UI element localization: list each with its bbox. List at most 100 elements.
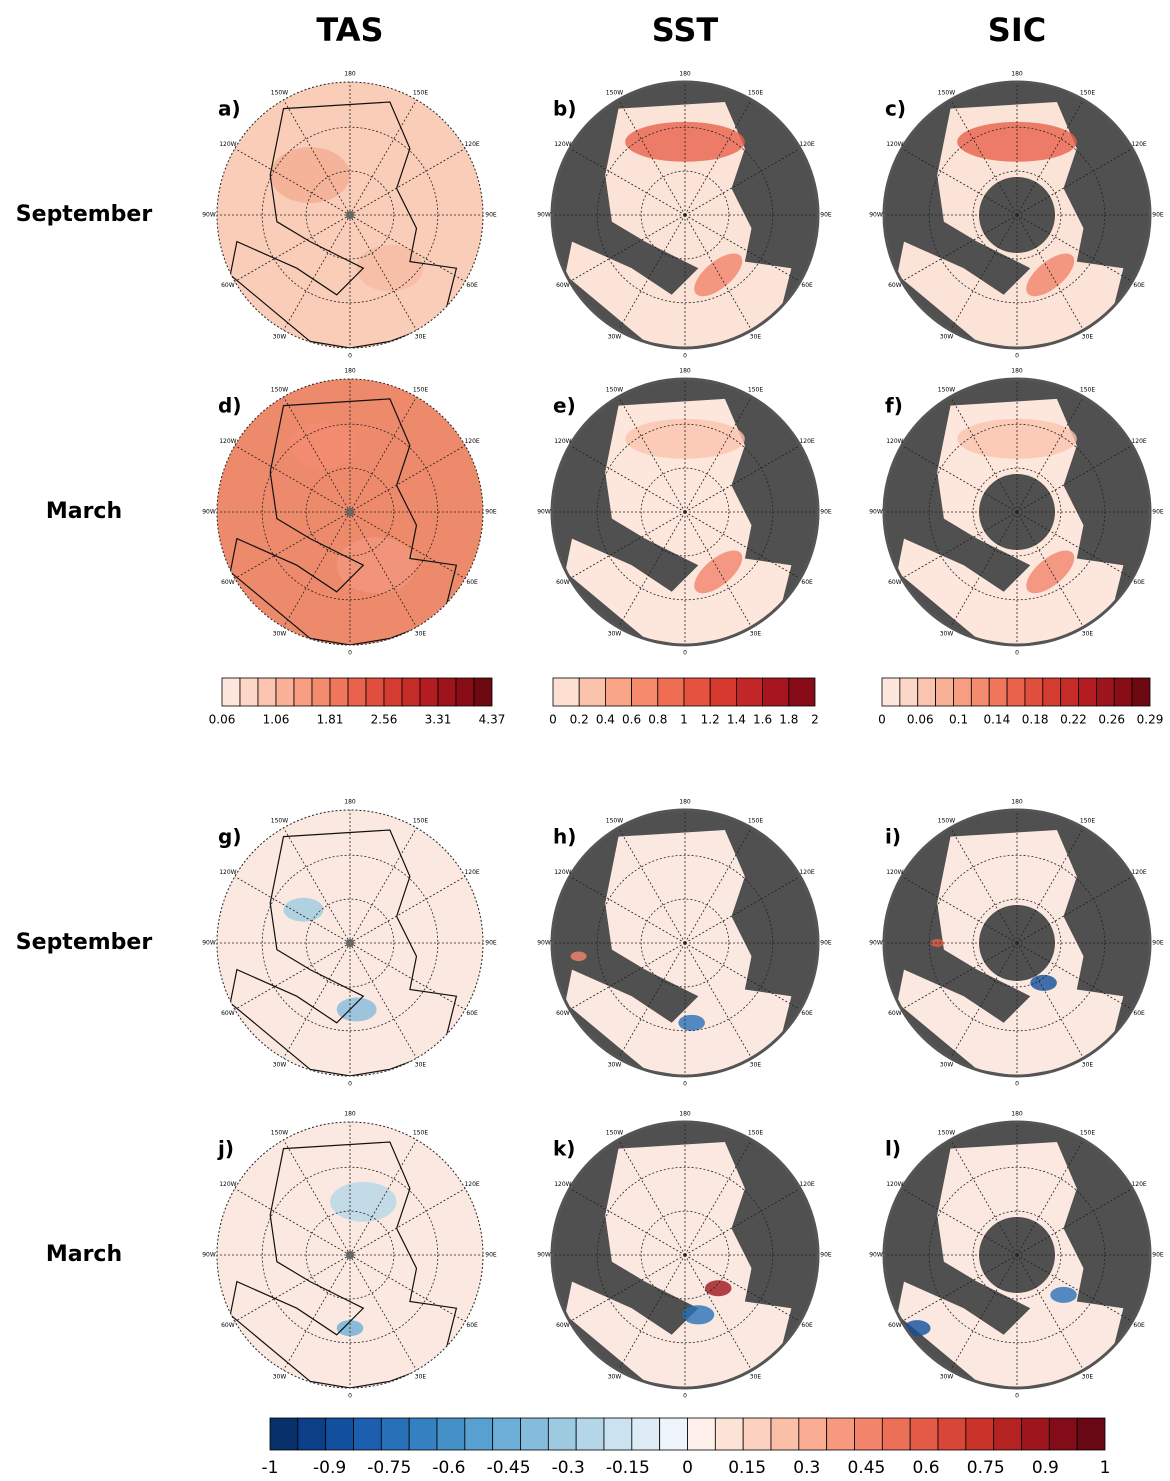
colorbar-bin [881, 677, 901, 707]
longitude-label: 120W [554, 1181, 571, 1188]
column-title: SST [652, 11, 719, 49]
panel-letter: i) [885, 825, 901, 849]
longitude-label: 60W [888, 579, 902, 586]
colorbar-tick-label: 0.2 [570, 713, 589, 727]
longitude-label: 180 [679, 71, 691, 78]
colorbar-bin [464, 1417, 494, 1451]
polar-map: 180 150E 120E 90E 60E 30E 0 30W 60W 90W 120W 150W e) [537, 368, 832, 657]
colorbar-bin [1021, 1417, 1050, 1451]
longitude-label: 0 [1015, 1393, 1019, 1400]
polar-map: 180 150E 120E 90E 60E 30E 0 30W 60W 90W 120W 150W h) [537, 799, 832, 1088]
longitude-label: 180 [344, 368, 356, 375]
colorbar-tick-label: 0.18 [1022, 713, 1049, 727]
longitude-label: 30E [750, 334, 762, 341]
colorbar-bin [257, 677, 277, 707]
colorbar-bin [1113, 677, 1133, 707]
colorbar-bin [297, 1417, 327, 1451]
longitude-label: 180 [1011, 71, 1023, 78]
longitude-label: 90E [1152, 509, 1164, 516]
colorbar-bin [520, 1417, 549, 1451]
longitude-label: 150W [606, 386, 623, 393]
longitude-label: 60W [888, 1010, 902, 1017]
longitude-label: 0 [1015, 353, 1019, 360]
map-content [884, 810, 1150, 1076]
longitude-label: 120W [554, 141, 571, 148]
colorbar-bin [1048, 1417, 1078, 1451]
colorbar-bin [239, 677, 259, 707]
longitude-label: 120W [554, 438, 571, 445]
longitude-label: 0 [348, 1081, 352, 1088]
longitude-label: 0 [683, 353, 687, 360]
map-border [216, 1121, 484, 1389]
longitude-label: 90W [869, 212, 883, 219]
polar-map: 180 150E 120E 90E 60E 30E 0 30W 60W 90W 120W 150W d) [202, 368, 497, 657]
longitude-label: 0 [683, 650, 687, 657]
anomaly [336, 537, 417, 594]
map-content [552, 810, 818, 1076]
longitude-label: 120W [886, 438, 903, 445]
colorbar-bin [1006, 677, 1026, 707]
longitude-label: 150E [748, 386, 763, 393]
colorbar-bin [380, 1417, 410, 1451]
longitude-label: 30E [415, 1062, 427, 1069]
colorbar-bin [714, 1417, 744, 1451]
colorbar-tick-label: 0 [878, 713, 886, 727]
longitude-label: 150E [1080, 89, 1095, 96]
map-border [550, 1120, 820, 1390]
colorbar-bin [365, 677, 385, 707]
longitude-label: 150W [938, 89, 955, 96]
longitude-label: 150E [413, 817, 428, 824]
colorbar-tick-label: 0.8 [648, 713, 667, 727]
longitude-label: 180 [1011, 368, 1023, 375]
latitude-line [972, 170, 1062, 260]
colorbar-bin [965, 1417, 995, 1451]
colorbar-bin [353, 1417, 382, 1451]
longitude-label: 60W [221, 579, 235, 586]
colorbar-bin [437, 677, 457, 707]
longitude-label: 90E [820, 940, 832, 947]
longitude-label: 30E [750, 1374, 762, 1381]
latitude-line [305, 170, 395, 260]
longitude-label: 150W [271, 817, 288, 824]
colorbar-bin [1096, 677, 1115, 707]
map-content [552, 379, 818, 645]
colorbar-tick-label: 0.14 [983, 713, 1010, 727]
latitude-line [972, 1210, 1062, 1300]
longitude-label: 90W [202, 509, 216, 516]
panel-letter: g) [218, 825, 241, 849]
colorbar-bin [1078, 677, 1097, 707]
longitude-label: 150W [606, 1129, 623, 1136]
anomaly [1030, 974, 1057, 991]
colorbar-tick-label: -0.15 [606, 1458, 650, 1478]
row-label: September [16, 930, 153, 955]
anomaly [1050, 1286, 1077, 1303]
longitude-label: 150W [938, 1129, 955, 1136]
colorbar-tick-label: 0.75 [967, 1458, 1005, 1478]
colorbar-bin [578, 677, 606, 707]
longitude-label: 120E [799, 438, 814, 445]
longitude-label: 120E [1131, 869, 1146, 876]
longitude-label: 150E [1080, 386, 1095, 393]
colorbar-bin [788, 677, 816, 707]
latitude-line [928, 854, 1106, 1032]
longitude-label: 90W [869, 1252, 883, 1259]
longitude-label: 150E [1080, 1129, 1095, 1136]
longitude-label: 60W [556, 1322, 570, 1329]
longitude-label: 90E [1152, 940, 1164, 947]
panel-letter: c) [885, 97, 906, 121]
anomaly [694, 550, 743, 594]
map-border [216, 378, 484, 646]
colorbar-tick-label: 0.6 [622, 713, 641, 727]
panel-letter: b) [553, 97, 576, 121]
colorbar-tick-label: 1.06 [263, 713, 290, 727]
longitude-label: 120E [799, 1181, 814, 1188]
longitude-label: 120E [464, 438, 479, 445]
coastline [229, 398, 458, 645]
panel-letter: l) [885, 1137, 901, 1161]
colorbar-bin [1131, 677, 1151, 707]
colorbar-bin [311, 677, 331, 707]
latitude-line [261, 1166, 439, 1344]
longitude-label: 120W [886, 869, 903, 876]
anomaly [356, 244, 424, 292]
